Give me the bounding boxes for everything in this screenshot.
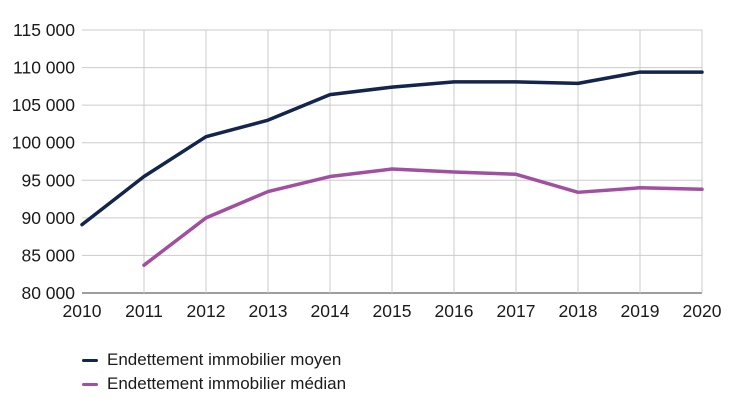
- y-tick-label: 115 000: [13, 20, 75, 40]
- legend-label-moyen: Endettement immobilier moyen: [107, 350, 342, 369]
- legend-item-median: Endettement immobilier médian: [82, 372, 730, 396]
- y-tick-label: 85 000: [21, 245, 75, 265]
- y-tick-label: 100 000: [12, 133, 76, 153]
- x-tick-label: 2010: [63, 301, 102, 321]
- x-tick-label: 2014: [311, 301, 350, 321]
- chart-legend: Endettement immobilier moyen Endettement…: [82, 348, 730, 396]
- y-tick-label: 90 000: [21, 208, 75, 228]
- x-tick-label: 2016: [435, 301, 474, 321]
- y-tick-label: 95 000: [21, 170, 75, 190]
- x-tick-label: 2017: [497, 301, 536, 321]
- series-line-moyen: [80, 70, 704, 227]
- line-chart: 80 000 85 000 90 000 95 000 100 000 105 000 11…: [12, 20, 722, 321]
- x-tick-label: 2015: [373, 301, 412, 321]
- legend-label-median: Endettement immobilier médian: [107, 374, 347, 393]
- y-tick-label: 105 000: [12, 95, 76, 115]
- legend-marker-moyen: [82, 358, 98, 362]
- x-tick-label: 2019: [621, 301, 660, 321]
- x-tick-label: 2018: [559, 301, 598, 321]
- y-tick-label: 80 000: [21, 283, 75, 303]
- x-tick-label: 2011: [125, 301, 163, 321]
- y-tick-label: 110 000: [13, 58, 75, 78]
- x-tick-label: 2013: [249, 301, 288, 321]
- x-tick-label: 2020: [683, 301, 722, 321]
- x-tick-label: 2012: [187, 301, 226, 321]
- legend-item-moyen: Endettement immobilier moyen: [82, 348, 730, 372]
- legend-marker-median: [82, 382, 98, 386]
- series-line-median: [142, 167, 704, 267]
